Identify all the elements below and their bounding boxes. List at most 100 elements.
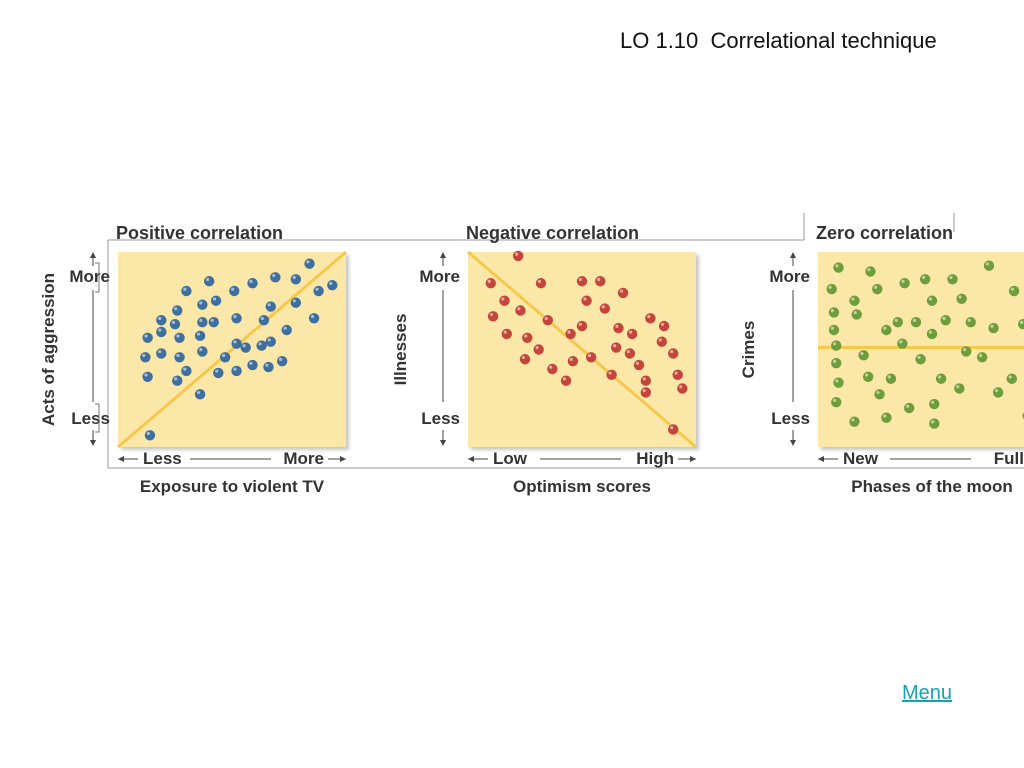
data-point-highlight <box>949 275 953 280</box>
data-point <box>983 260 995 271</box>
data-point-highlight <box>601 305 605 309</box>
data-point-highlight <box>283 326 287 330</box>
data-point <box>247 359 258 371</box>
data-point-highlight <box>958 295 962 299</box>
data-point <box>263 361 274 373</box>
data-point <box>961 346 972 357</box>
data-point-highlight <box>978 353 983 358</box>
data-point-highlight <box>292 299 296 303</box>
data-point-highlight <box>521 355 526 360</box>
y-arrow-down-icon <box>790 440 796 446</box>
data-point <box>501 328 512 340</box>
data-point-highlight <box>196 390 201 395</box>
data-point <box>640 387 652 398</box>
data-point-highlight <box>144 373 148 377</box>
x-tick-label: More <box>283 449 324 468</box>
data-point <box>915 354 926 365</box>
data-point <box>595 276 606 287</box>
data-point <box>965 317 976 328</box>
data-point <box>904 402 915 414</box>
data-point-highlight <box>833 359 837 363</box>
data-point-highlight <box>267 303 271 307</box>
data-point <box>290 274 302 285</box>
data-point <box>881 412 892 423</box>
data-point-highlight <box>278 357 283 361</box>
data-point <box>581 295 592 306</box>
data-point-highlight <box>549 365 553 369</box>
data-point-highlight <box>578 322 583 326</box>
data-point-highlight <box>233 340 237 344</box>
data-point <box>633 359 645 371</box>
data-point <box>947 274 958 285</box>
x-arrow-right-icon <box>340 456 346 462</box>
data-point <box>156 348 167 359</box>
data-point-highlight <box>883 414 887 418</box>
data-point <box>308 313 320 324</box>
y-arrow-up-icon <box>440 252 446 258</box>
data-point <box>828 307 840 318</box>
data-point-highlight <box>660 322 665 326</box>
data-point <box>926 328 938 340</box>
data-point <box>899 278 910 289</box>
data-point <box>560 375 572 386</box>
data-point-highlight <box>928 330 933 334</box>
data-point-highlight <box>315 287 319 291</box>
data-point-highlight <box>851 418 855 422</box>
data-point <box>849 416 860 427</box>
data-point-highlight <box>674 371 678 375</box>
data-point <box>929 398 940 410</box>
x-tick-label: High <box>636 449 674 468</box>
y-arrow-down-icon <box>440 440 446 446</box>
data-point-highlight <box>517 307 521 311</box>
data-point <box>849 295 860 306</box>
data-point <box>992 387 1004 398</box>
data-point <box>611 342 622 353</box>
x-tick-label: Full <box>994 449 1024 468</box>
data-point-highlight <box>567 330 571 334</box>
data-point <box>156 326 167 338</box>
y-axis-label: Illnesses <box>391 314 410 386</box>
data-point <box>613 322 624 334</box>
data-point-highlight <box>901 279 905 283</box>
data-point-highlight <box>642 377 646 381</box>
slide-title: LO 1.10 Correlational technique <box>620 28 937 53</box>
data-point-highlight <box>963 348 967 352</box>
data-point-highlight <box>608 371 612 375</box>
data-point-highlight <box>990 324 994 328</box>
data-point <box>658 320 670 332</box>
data-point-highlight <box>942 316 946 321</box>
data-point <box>640 375 652 386</box>
data-point <box>304 258 315 269</box>
data-point <box>142 371 153 382</box>
plot-area <box>818 252 1024 447</box>
data-point <box>169 318 181 330</box>
data-point <box>290 297 302 308</box>
data-point-highlight <box>628 330 633 334</box>
data-point <box>210 295 222 306</box>
data-point <box>144 430 156 441</box>
data-point <box>194 389 206 400</box>
data-point-highlight <box>514 252 519 256</box>
data-point-highlight <box>258 342 262 346</box>
data-point <box>533 344 544 355</box>
data-point-highlight <box>928 297 933 301</box>
data-point-highlight <box>931 420 935 424</box>
y-bracket <box>95 262 100 293</box>
data-point-highlight <box>524 334 528 338</box>
x-arrow-left-icon <box>818 456 824 462</box>
data-point-highlight <box>158 316 162 321</box>
data-point <box>515 305 526 316</box>
data-point-highlight <box>876 390 880 395</box>
data-point <box>172 305 183 316</box>
data-point <box>910 317 922 328</box>
data-point <box>174 332 185 343</box>
negative-correlation-chart: Negative correlation More Less Illnesses Low… <box>391 223 697 496</box>
data-point-highlight <box>183 287 187 291</box>
data-point <box>270 272 281 283</box>
x-axis-label: Phases of the moon <box>851 477 1013 496</box>
data-point-highlight <box>233 367 237 371</box>
data-point <box>858 350 869 361</box>
menu-link[interactable]: Menu <box>902 682 953 704</box>
data-point-highlight <box>578 277 583 282</box>
data-point-highlight <box>174 307 178 311</box>
